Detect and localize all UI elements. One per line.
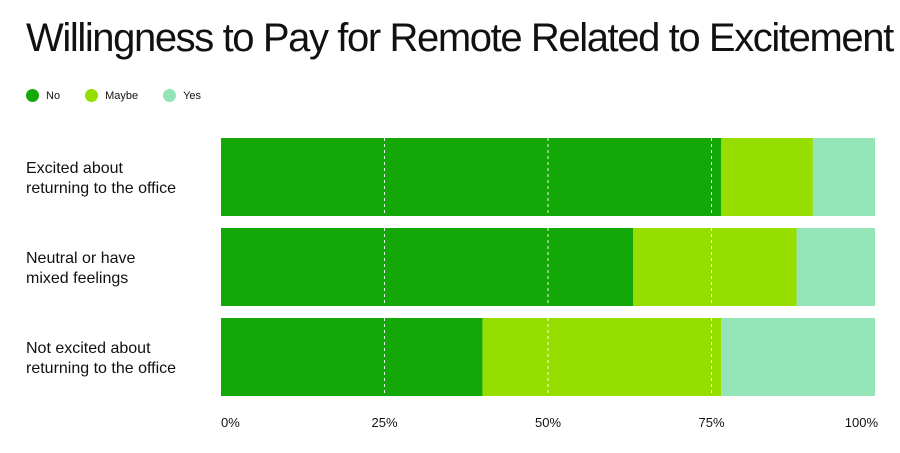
x-tick-label-2: 50% <box>535 415 561 430</box>
x-tick-label-1: 25% <box>371 415 397 430</box>
legend-label-maybe: Maybe <box>105 89 139 102</box>
bar-yes-1 <box>796 228 875 306</box>
legend-swatch-yes <box>163 89 177 102</box>
bar-no-1 <box>221 228 634 306</box>
bar-maybe-0 <box>721 138 813 216</box>
x-tick-label-4: 100% <box>845 415 879 430</box>
legend-item-yes: Yes <box>163 89 201 102</box>
bar-yes-2 <box>721 318 875 396</box>
legend: No Maybe Yes <box>26 89 226 102</box>
bar-maybe-2 <box>482 318 722 396</box>
legend-item-no: No <box>26 89 60 102</box>
bar-no-0 <box>221 138 722 216</box>
x-tick-label-0: 0% <box>221 415 240 430</box>
legend-label-no: No <box>46 89 61 102</box>
x-tick-label-3: 75% <box>698 415 724 430</box>
category-label-1: Neutral or have mixed feelings <box>26 250 135 287</box>
bar-maybe-1 <box>633 228 797 306</box>
chart-title: Willingness to Pay for Remote Related to… <box>26 16 894 60</box>
bar-yes-0 <box>812 138 875 216</box>
category-label-2: Not excited about returning to the office <box>26 340 176 377</box>
bar-no-2 <box>221 318 483 396</box>
legend-label-yes: Yes <box>183 89 202 102</box>
legend-swatch-maybe <box>85 89 99 102</box>
category-label-0: Excited about returning to the office <box>26 160 176 197</box>
legend-swatch-no <box>26 89 39 102</box>
legend-item-maybe: Maybe <box>85 89 138 102</box>
